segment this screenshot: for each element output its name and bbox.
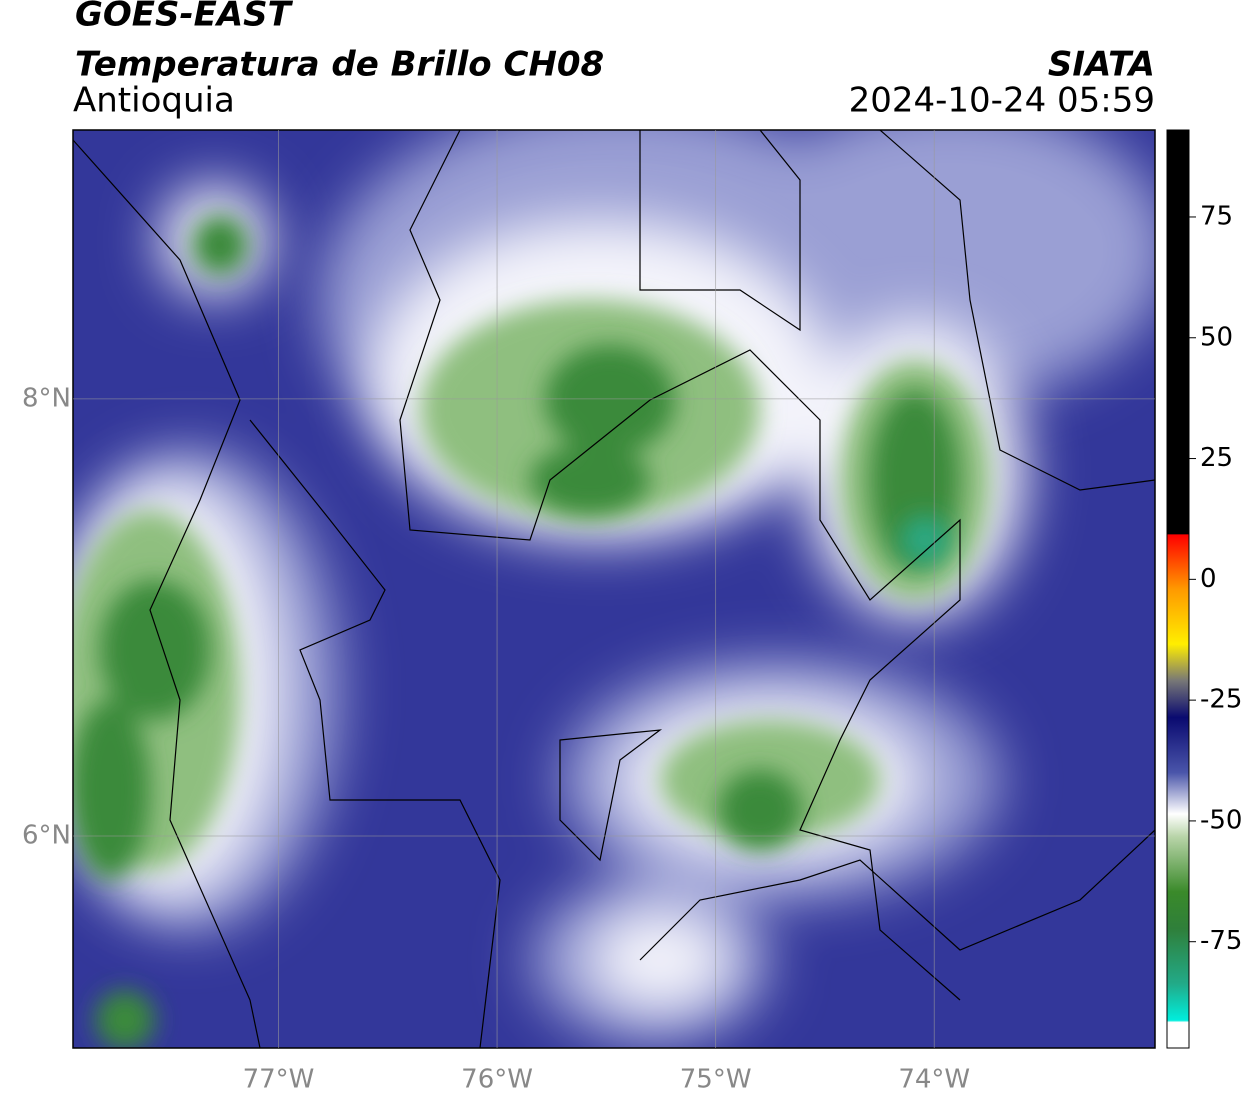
antioquia-border [399,130,961,1001]
colorbar-label: 50 [1200,322,1233,352]
border [559,729,663,862]
source: SIATA [1048,45,1155,85]
datetime: 2024-10-24 05:59 [849,81,1155,121]
map-frame [72,129,1156,1049]
colorbar-label: -50 [1200,805,1242,835]
colorbar-label: 25 [1200,443,1233,473]
border [249,419,501,1048]
colorbar [1166,129,1190,1049]
coastline [73,139,261,1048]
region: Antioquia [73,81,235,121]
satellite-image [73,130,1155,1048]
border [639,130,801,332]
lon-label: 75°W [680,1065,752,1095]
lat-label: 6°N [22,820,71,850]
lon-label: 74°W [898,1065,970,1095]
border [639,829,1155,961]
subtitle: Temperatura de Brillo CH08 [75,45,604,85]
colorbar-label: 0 [1200,564,1217,594]
title: GOES-EAST [75,0,294,35]
colorbar-label: -25 [1200,685,1242,715]
border [879,130,1155,491]
lon-label: 76°W [461,1065,533,1095]
colorbar-label: -75 [1200,926,1242,956]
lon-label: 77°W [243,1065,315,1095]
colorbar-label: 75 [1200,201,1233,231]
lat-label: 8°N [22,383,71,413]
